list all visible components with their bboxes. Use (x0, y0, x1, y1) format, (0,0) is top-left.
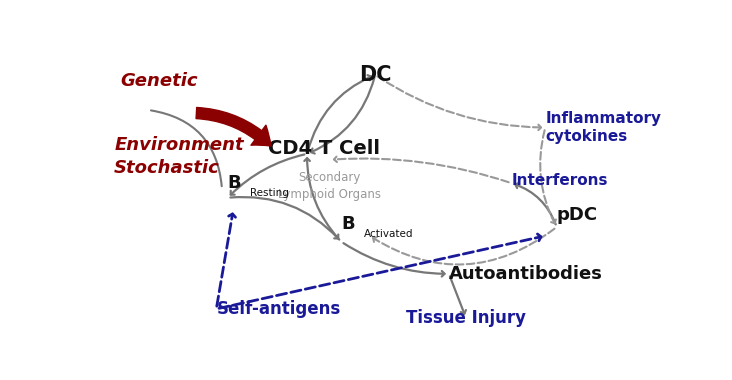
Text: Tissue Injury: Tissue Injury (406, 309, 526, 327)
Text: Interferons: Interferons (511, 173, 608, 188)
Text: Environment: Environment (114, 136, 244, 154)
Text: Inflammatory
cytokines: Inflammatory cytokines (545, 111, 661, 144)
Text: DC: DC (359, 65, 392, 85)
Text: Activated: Activated (364, 229, 414, 239)
Text: Self-antigens: Self-antigens (217, 300, 340, 318)
Text: CD4 T Cell: CD4 T Cell (268, 138, 380, 157)
Text: pDC: pDC (557, 206, 598, 224)
Text: Resting: Resting (250, 188, 289, 198)
Text: B: B (228, 174, 242, 192)
Text: Autoantibodies: Autoantibodies (449, 265, 602, 283)
Text: B: B (341, 215, 355, 233)
Text: Genetic: Genetic (120, 72, 198, 90)
Text: Stochastic: Stochastic (114, 160, 220, 177)
FancyArrowPatch shape (196, 108, 271, 146)
Text: Secondary
Lymphoid Organs: Secondary Lymphoid Organs (278, 171, 381, 201)
